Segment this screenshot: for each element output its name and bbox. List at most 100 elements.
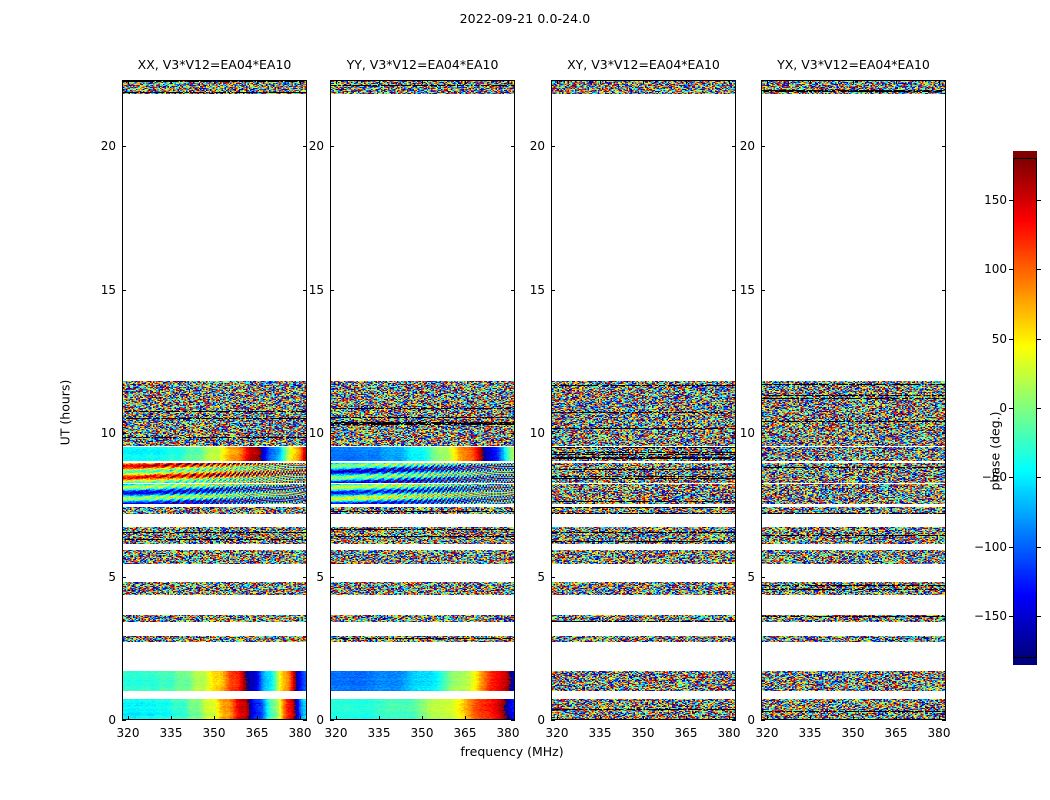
colorbar-tick-mark xyxy=(1009,269,1013,270)
y-tick-label: 0 xyxy=(108,713,116,727)
colorbar-tick-mark xyxy=(1037,616,1041,617)
colorbar xyxy=(1013,158,1037,658)
colorbar-tick-mark xyxy=(1037,408,1041,409)
y-tick-mark xyxy=(761,720,765,721)
data-band xyxy=(331,615,514,622)
y-tick-mark xyxy=(122,290,126,291)
data-band xyxy=(331,81,514,94)
data-band xyxy=(123,527,306,544)
x-tick-mark xyxy=(600,716,601,720)
data-band xyxy=(762,615,945,622)
y-tick-mark xyxy=(551,290,555,291)
y-tick-label: 5 xyxy=(747,570,755,584)
data-band xyxy=(762,671,945,691)
x-tick-mark xyxy=(379,716,380,720)
data-band xyxy=(331,671,514,691)
y-tick-label: 5 xyxy=(108,570,116,584)
x-tick-mark xyxy=(300,716,301,720)
y-tick-mark xyxy=(942,290,946,291)
panel-title-yy: YY, V3*V12=EA04*EA10 xyxy=(346,57,499,72)
x-tick-mark xyxy=(643,716,644,720)
y-tick-mark xyxy=(551,433,555,434)
y-tick-mark xyxy=(942,433,946,434)
y-tick-label: 15 xyxy=(529,283,545,297)
plot-area-yx[interactable] xyxy=(761,80,946,720)
y-tick-mark xyxy=(303,290,307,291)
x-tick-mark xyxy=(686,716,687,720)
data-band xyxy=(552,527,735,544)
y-tick-mark xyxy=(761,433,765,434)
x-tick-mark xyxy=(810,716,811,720)
x-tick-label: 380 xyxy=(288,726,312,740)
x-tick-mark xyxy=(557,716,558,720)
data-band xyxy=(552,463,735,483)
data-band xyxy=(123,507,306,514)
colorbar-tick-mark xyxy=(1037,477,1041,478)
colorbar-tick-mark xyxy=(1009,339,1013,340)
x-tick-mark xyxy=(171,716,172,720)
x-tick-mark xyxy=(939,80,940,84)
x-tick-mark xyxy=(853,716,854,720)
data-band xyxy=(762,699,945,719)
colorbar-tick-mark xyxy=(1037,200,1041,201)
x-tick-mark xyxy=(810,80,811,84)
x-tick-mark xyxy=(465,716,466,720)
data-band xyxy=(552,381,735,446)
colorbar-tick-label: 150 xyxy=(984,193,1007,207)
y-tick-mark xyxy=(330,577,334,578)
data-band xyxy=(331,381,514,446)
plot-area-yy[interactable] xyxy=(330,80,515,720)
colorbar-tick-mark xyxy=(1037,547,1041,548)
data-band xyxy=(762,582,945,595)
y-tick-label: 15 xyxy=(308,283,324,297)
y-tick-mark xyxy=(122,146,126,147)
y-tick-mark xyxy=(732,433,736,434)
data-band xyxy=(552,699,735,719)
y-tick-mark xyxy=(330,433,334,434)
data-band xyxy=(331,582,514,595)
y-tick-mark xyxy=(942,720,946,721)
plot-area-xx[interactable] xyxy=(122,80,307,720)
x-tick-mark xyxy=(422,80,423,84)
x-tick-label: 365 xyxy=(884,726,908,740)
x-tick-mark xyxy=(508,716,509,720)
data-band xyxy=(123,447,306,461)
data-band xyxy=(762,636,945,642)
data-band xyxy=(123,550,306,564)
y-tick-label: 5 xyxy=(537,570,545,584)
x-tick-mark xyxy=(257,716,258,720)
x-tick-mark xyxy=(896,80,897,84)
plot-area-xy[interactable] xyxy=(551,80,736,720)
x-tick-mark xyxy=(729,80,730,84)
y-tick-label: 10 xyxy=(100,426,116,440)
x-tick-mark xyxy=(729,716,730,720)
data-band xyxy=(762,81,945,94)
y-tick-label: 0 xyxy=(747,713,755,727)
x-tick-label: 320 xyxy=(116,726,140,740)
y-tick-mark xyxy=(511,290,515,291)
y-tick-label: 0 xyxy=(537,713,545,727)
data-band xyxy=(331,550,514,564)
x-tick-label: 380 xyxy=(496,726,520,740)
y-tick-mark xyxy=(761,146,765,147)
figure-suptitle: 2022-09-21 0.0-24.0 xyxy=(459,11,591,26)
data-band xyxy=(123,81,306,94)
data-band xyxy=(762,527,945,544)
colorbar-tick-mark xyxy=(1009,200,1013,201)
x-tick-mark xyxy=(557,80,558,84)
y-tick-mark xyxy=(942,146,946,147)
data-band xyxy=(552,447,735,461)
y-tick-mark xyxy=(511,146,515,147)
y-tick-label: 15 xyxy=(739,283,755,297)
data-band xyxy=(331,484,514,504)
y-tick-label: 10 xyxy=(308,426,324,440)
colorbar-tick-label: 50 xyxy=(991,332,1007,346)
y-tick-mark xyxy=(122,433,126,434)
data-band xyxy=(552,507,735,514)
panel-title-xy: XY, V3*V12=EA04*EA10 xyxy=(567,57,720,72)
colorbar-tick-mark xyxy=(1009,616,1013,617)
x-axis-label: frequency (MHz) xyxy=(460,744,564,759)
colorbar-tick-label: −50 xyxy=(981,470,1007,484)
y-tick-mark xyxy=(330,290,334,291)
colorbar-extend-max xyxy=(1013,151,1037,158)
